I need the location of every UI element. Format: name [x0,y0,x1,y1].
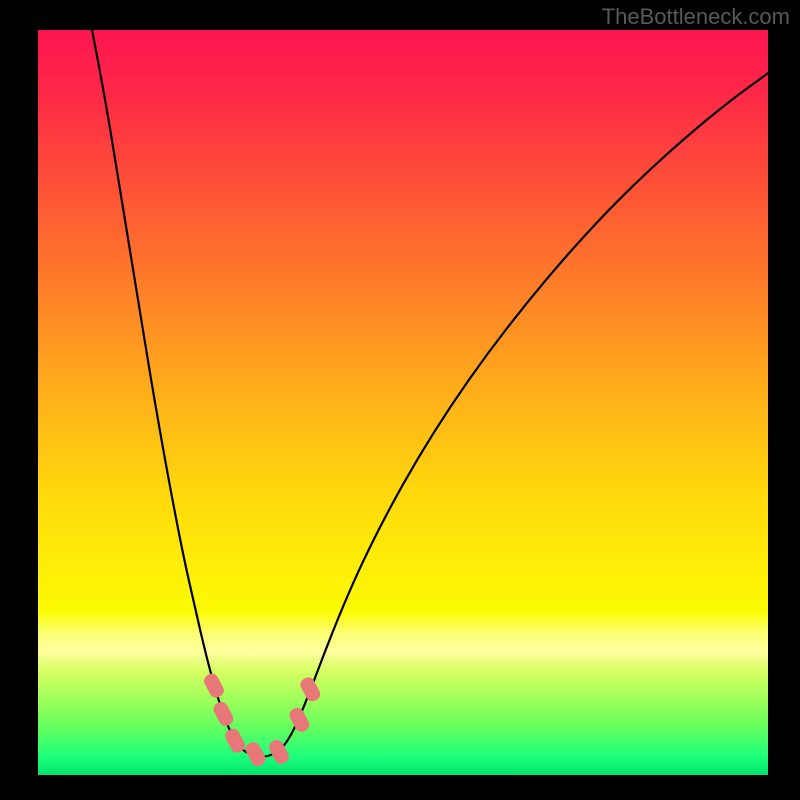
bottleneck-chart [0,0,800,800]
plot-area [38,30,768,775]
watermark-text: TheBottleneck.com [602,4,790,30]
